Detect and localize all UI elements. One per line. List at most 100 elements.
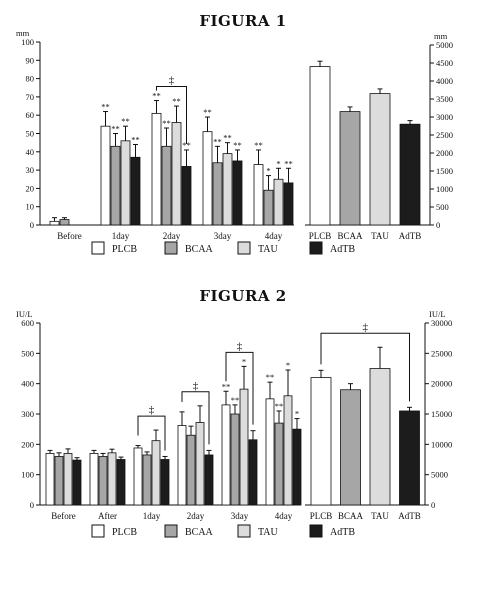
figure-1-right-y-axis-tick-label: 1500: [436, 166, 453, 176]
figure-2-bar-plcb: [265, 398, 275, 506]
figure-2-bar-bcaa: [142, 454, 152, 506]
figure-1-total-bar-adtb: [399, 123, 421, 226]
figure-2-total-category-label: AdTB: [398, 511, 421, 521]
figure-2-bar-bcaa: [186, 434, 196, 506]
figure-1-left-y-axis-tick-label: 20: [26, 183, 35, 193]
figure-2-category-label: After: [98, 511, 117, 521]
figure-1-right-y-axis-tick-label: 4000: [436, 76, 453, 86]
figure-2-category-label: 3day: [231, 511, 249, 521]
figure-2-bar-tau: [151, 440, 161, 506]
figure-1-bar-tau: [120, 140, 131, 226]
figure-1-category-label: Before: [57, 231, 82, 241]
figure-2-left-y-axis-tick-label: 100: [21, 470, 34, 480]
figure-1-significance-label: **: [152, 91, 161, 101]
figure-2-bar-adtb: [248, 439, 258, 506]
figure-1-bar-adtb: [181, 166, 192, 226]
figure-1-legend-swatch-tau: [237, 241, 251, 255]
figure-2-bracket: [181, 391, 210, 445]
figure-2-left-y-axis-tick-label: 0: [30, 500, 34, 510]
figure-2-legend-swatch-bcaa: [164, 524, 178, 538]
figure-1-left-y-axis-tick-label: 0: [30, 220, 34, 230]
figure-1-total-category-label: TAU: [371, 231, 389, 241]
figure-2-bar-plcb: [45, 453, 55, 506]
figure-1-bar-tau: [171, 122, 182, 226]
figure-1-right-y-axis-tick-label: 1000: [436, 184, 453, 194]
figure-1-significance-label: *: [266, 166, 270, 176]
figure-1-left-y-axis-tick-label: 70: [26, 92, 35, 102]
figure-1-total-category-label: AdTB: [399, 231, 422, 241]
figure-1-significance-label: **: [223, 133, 232, 143]
figure-2-total-category-label: BCAA: [338, 511, 364, 521]
figure-2-category-label: 4day: [275, 511, 293, 521]
figure-1-total-category-label: BCAA: [337, 231, 363, 241]
figure-1-right-y-axis-tick-label: 3000: [436, 112, 453, 122]
figure-2-bar-bcaa: [274, 422, 284, 506]
figure-2-category-label: 1day: [143, 511, 161, 521]
figure-1-bar-adtb: [232, 160, 243, 226]
figure-1-legend-swatch-adtb: [309, 241, 323, 255]
figure-2-legend-label: PLCB: [112, 527, 137, 538]
figure-1-left-y-axis-tick-label: 40: [26, 147, 35, 157]
figure-2-bracket-symbol: ‡: [149, 404, 155, 416]
figure-1-significance-label: **: [203, 107, 212, 117]
figure-2-total-bracket: [320, 332, 410, 402]
figure-2-left-y-unit: IU/L: [16, 309, 33, 319]
figure-1-bar-bcaa: [212, 162, 223, 226]
figure-1-category-label: 1day: [112, 231, 130, 241]
figure-1-significance-label: **: [121, 116, 130, 126]
figure-2-bar-adtb: [204, 454, 214, 506]
figure-2-right-y-axis-tick-label: 15000: [431, 409, 452, 419]
figure-2-bar-adtb: [72, 459, 82, 506]
figure-2-bar-tau: [195, 422, 205, 506]
figure-1-total-category-label: PLCB: [309, 231, 332, 241]
figure-1-significance-label: **: [182, 140, 191, 150]
figure-2-total-category-label: TAU: [371, 511, 389, 521]
figure-1-bracket-symbol: ‡: [169, 75, 175, 87]
figure-1-right-y-axis-tick-label: 2000: [436, 148, 453, 158]
figure-1-bar-bcaa: [110, 145, 121, 226]
figure-1-bar-plcb: [100, 125, 111, 226]
figure-1-significance-label: **: [284, 158, 293, 168]
figure-2-right-y-axis-tick-label: 30000: [431, 318, 452, 328]
figure-1-bar-tau: [222, 153, 233, 226]
figure-1-total-bar-plcb: [309, 66, 331, 226]
figure-2-significance-label: *: [242, 356, 246, 366]
figure-1-right-y-axis-tick-label: 5000: [436, 40, 453, 50]
figure-2-significance-label: **: [275, 401, 284, 411]
figure-2-bar-plcb: [221, 404, 231, 506]
figure-2-bar-plcb: [177, 425, 187, 506]
figure-2-bar-plcb: [89, 453, 99, 506]
figure-1-right-y-unit: mm: [434, 31, 448, 41]
figure-2-right-y-axis-tick-label: 20000: [431, 379, 452, 389]
figure-1-right-y-axis-tick-label: 4500: [436, 58, 453, 68]
figure-2-title: FIGURA 2: [199, 287, 287, 305]
figure-1-significance-label: **: [233, 140, 242, 150]
figure-1-category-label: 2day: [163, 231, 181, 241]
figure-1-left-y-axis-tick-label: 30: [26, 165, 35, 175]
figure-2-left-y-axis-tick-label: 600: [21, 318, 34, 328]
figure-2-total-bracket-symbol: ‡: [363, 321, 369, 333]
figure-2-right-y-axis-tick-label: 0: [431, 500, 435, 510]
figure-2-total-bar-tau: [369, 368, 391, 506]
figure-2-legend-swatch-plcb: [91, 524, 105, 538]
figure-1-bracket: [156, 86, 187, 144]
figure-2-total-bar-bcaa: [340, 389, 361, 506]
figure-1-significance-label: **: [131, 134, 140, 144]
figure-2-bracket-symbol: ‡: [237, 340, 243, 352]
figure-2-bar-bcaa: [230, 413, 240, 506]
figure-2-category-label: 2day: [187, 511, 205, 521]
figure-2-bar-tau: [239, 388, 249, 506]
figure-1-left-y-axis-tick-label: 90: [26, 55, 35, 65]
figure-2-bar-tau: [63, 453, 73, 506]
figure-2-bar-tau: [107, 452, 117, 506]
figure-1-left-y-unit: mm: [16, 28, 30, 38]
figure-2-left-y-axis-tick-label: 200: [21, 439, 34, 449]
figure-1-total-bar-tau: [369, 93, 391, 226]
figure-2-category-label: Before: [51, 511, 76, 521]
figure-2-bar-tau: [283, 395, 293, 506]
figure-1-category-label: 3day: [214, 231, 232, 241]
figure-2-significance-label: *: [295, 409, 299, 419]
figure-1-bar-tau: [273, 178, 284, 226]
figure-2-right-y-axis-tick-label: 25000: [431, 348, 452, 358]
figure-2-right-y-axis-tick-label: 5000: [431, 470, 448, 480]
